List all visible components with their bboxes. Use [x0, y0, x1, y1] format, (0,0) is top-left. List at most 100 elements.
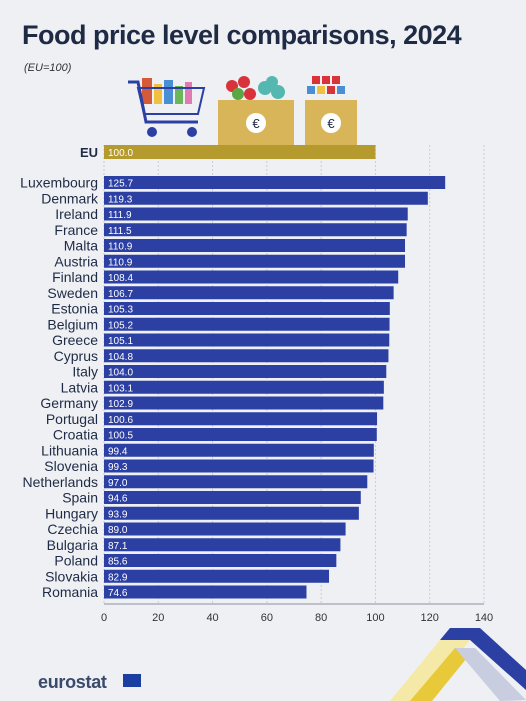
bar: [104, 207, 408, 221]
data-label: 111.9: [108, 210, 132, 221]
category-label: Sweden: [47, 285, 98, 301]
bar: [104, 270, 399, 284]
category-label: France: [54, 222, 98, 238]
data-label: 104.8: [108, 352, 133, 363]
category-label: Germany: [40, 395, 98, 411]
bar: [104, 254, 406, 268]
x-tick-label: 80: [315, 612, 327, 624]
category-label: Lithuania: [41, 442, 98, 458]
svg-text:€: €: [252, 116, 260, 131]
bar: [104, 475, 368, 489]
bar: [104, 459, 374, 473]
category-label: Malta: [64, 238, 98, 254]
chart-subtitle: (EU=100): [24, 62, 72, 74]
category-label: Slovakia: [45, 568, 98, 584]
data-label: 87.1: [108, 541, 128, 552]
bar: [104, 522, 346, 536]
bar: [104, 396, 384, 410]
bar: [104, 349, 389, 363]
fruit-box-icon: €: [218, 76, 294, 146]
bar-eu: [104, 145, 376, 159]
category-label: Finland: [52, 269, 98, 285]
bar: [104, 239, 406, 252]
data-label: 102.9: [108, 399, 133, 410]
svg-text:€: €: [327, 116, 335, 131]
data-label: 104.0: [108, 368, 133, 379]
category-label: Austria: [54, 253, 98, 269]
category-label: Ireland: [55, 206, 98, 222]
data-label: 97.0: [108, 478, 128, 489]
bar: [104, 412, 378, 426]
category-label: Croatia: [53, 427, 98, 443]
bar: [104, 491, 361, 504]
category-label-eu: EU: [80, 145, 98, 160]
bar: [104, 286, 394, 300]
x-tick-label: 20: [152, 612, 164, 624]
x-tick-label: 120: [421, 612, 439, 624]
bar: [104, 191, 428, 205]
bar: [104, 554, 337, 567]
category-label: Portugal: [46, 411, 98, 427]
category-label: Denmark: [41, 190, 99, 206]
data-label: 100.5: [108, 431, 133, 442]
category-label: Latvia: [61, 379, 99, 395]
data-label: 93.9: [108, 509, 128, 520]
bar: [104, 380, 384, 394]
bar: [104, 506, 359, 520]
data-label: 94.6: [108, 494, 128, 505]
x-tick-label: 100: [366, 612, 384, 624]
category-label: Estonia: [51, 301, 98, 317]
bar: [104, 223, 407, 237]
data-label: 82.9: [108, 572, 128, 583]
category-label: Slovenia: [44, 458, 98, 474]
eu-flag-icon: [123, 674, 141, 687]
canned-goods-box-icon: €: [305, 76, 357, 146]
data-label: 99.3: [108, 462, 128, 473]
category-label: Luxembourg: [20, 175, 98, 191]
data-label: 74.6: [108, 588, 128, 599]
category-label: Netherlands: [23, 474, 99, 490]
corner-ribbon: [390, 628, 526, 701]
data-label: 105.3: [108, 305, 133, 316]
bar: [104, 538, 341, 552]
bar: [104, 569, 330, 583]
data-label: 110.9: [108, 257, 133, 268]
data-label: 105.2: [108, 320, 133, 331]
bar: [104, 176, 446, 189]
category-label: Romania: [42, 584, 98, 600]
chart-title: Food price level comparisons, 2024: [22, 20, 462, 50]
data-label: 111.5: [108, 226, 132, 237]
category-label: Poland: [54, 553, 98, 569]
data-label: 99.4: [108, 446, 128, 457]
bar: [104, 428, 377, 441]
eurostat-logo: eurostat: [38, 672, 107, 692]
category-label: Bulgaria: [47, 537, 99, 553]
x-tick-label: 60: [261, 612, 273, 624]
category-label: Belgium: [47, 316, 98, 332]
category-label: Greece: [52, 332, 98, 348]
category-label: Italy: [72, 364, 98, 380]
shopping-cart-icon: [128, 78, 206, 137]
bar: [104, 317, 390, 331]
bar: [104, 333, 390, 347]
bar: [104, 585, 307, 599]
x-tick-label: 0: [101, 612, 107, 624]
data-label: 119.3: [108, 194, 133, 205]
bar: [104, 443, 374, 457]
x-tick-label: 40: [206, 612, 218, 624]
category-label: Spain: [62, 490, 98, 506]
category-label: Czechia: [47, 521, 98, 537]
bar: [104, 302, 390, 315]
data-label: 106.7: [108, 289, 133, 300]
data-label: 108.4: [108, 273, 133, 284]
data-label: 85.6: [108, 557, 128, 568]
data-label: 89.0: [108, 525, 128, 536]
category-label: Cyprus: [54, 348, 98, 364]
x-tick-label: 140: [475, 612, 493, 624]
data-label: 125.7: [108, 179, 133, 190]
category-label: Hungary: [45, 505, 98, 521]
data-label: 100.6: [108, 415, 133, 426]
data-label: 103.1: [108, 383, 133, 394]
data-label: 110.9: [108, 242, 133, 253]
